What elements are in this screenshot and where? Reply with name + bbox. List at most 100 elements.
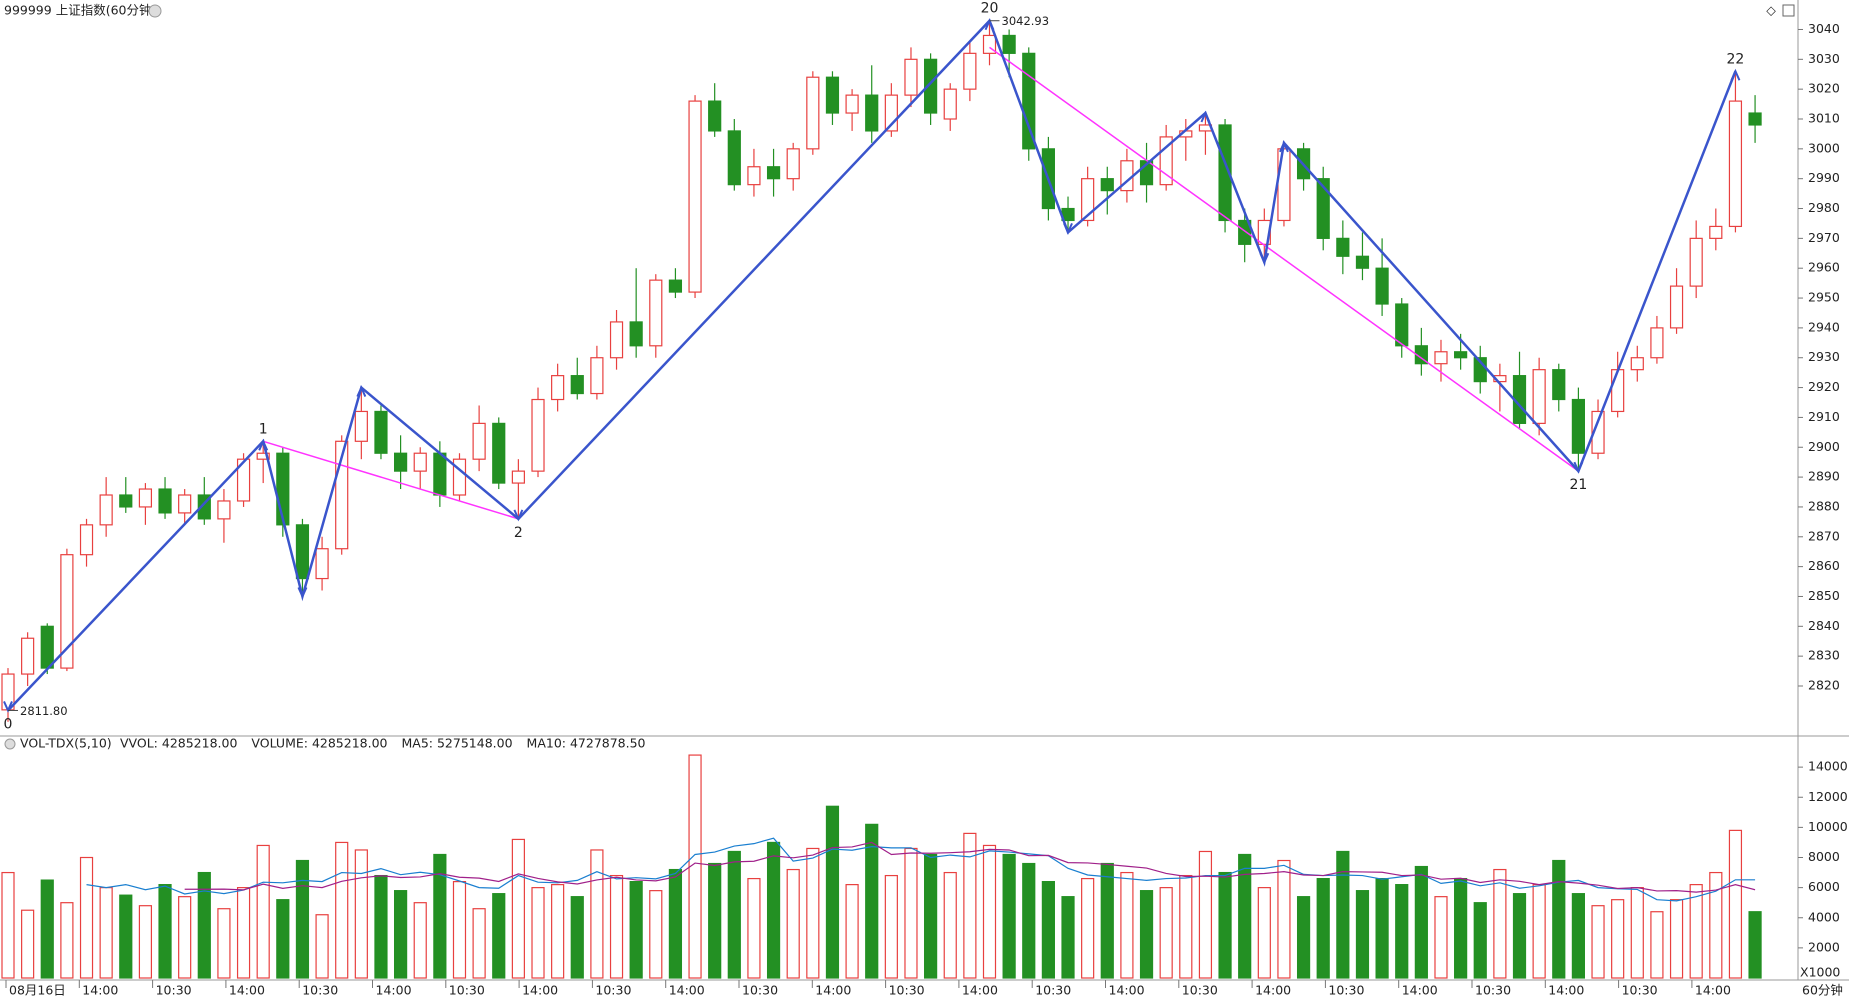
candle-body [1218,124,1232,222]
candle-body [1571,398,1586,454]
volume-bar [413,902,427,979]
diamond-icon[interactable]: ◇ [1766,3,1776,18]
volume-bar [1041,880,1055,979]
candle-body [1748,112,1762,126]
volume-bar [629,880,643,979]
volume-bar [276,899,290,979]
y-tick-label: 6000 [1808,879,1840,894]
y-tick-label: 2980 [1808,200,1840,215]
wave-label: 2 [514,525,523,541]
candle-body [629,321,643,347]
volume-bar [1198,850,1213,979]
volume-bar [1414,865,1428,979]
volume-bar [492,893,506,979]
volume-bar [1611,899,1625,979]
candle-body [1709,225,1723,239]
x-tick-label: 14:00 [962,983,998,998]
volume-bar [1591,905,1605,979]
candle-body [1532,369,1546,424]
candle-body [1375,267,1389,305]
y-tick-label: 2990 [1808,170,1840,185]
volume-bar [531,887,545,979]
y-tick-label: 12000 [1808,789,1848,804]
volume-bar [21,909,35,979]
volume-bar [119,894,133,979]
volume-bar [865,823,879,979]
volume-bar [1002,853,1016,979]
candle-body [295,524,310,580]
candle-body [708,100,722,132]
candle-body [668,279,683,293]
candle-body [1395,303,1409,347]
y-tick-label: 2950 [1808,290,1840,305]
volume-bar [963,832,977,979]
candle-body [590,357,604,395]
volume-bar [1689,884,1703,979]
indicator-icon[interactable] [4,738,16,750]
x-tick-label: 14:00 [522,983,558,998]
wave-label: 21 [1569,477,1587,493]
wave-label: 1 [259,421,268,437]
volume-bar [1277,859,1291,979]
candle-body [158,488,172,514]
candle-body [766,166,781,180]
volume-bar [1061,896,1075,979]
candle-body [649,279,663,347]
y-tick-label: 2910 [1808,409,1840,424]
window-icon[interactable] [1782,4,1795,17]
wave-label: 0 [4,716,13,732]
candle-body [688,100,702,293]
wave-arrow [356,385,367,397]
candle-body [727,130,741,186]
x-tick-label: 10:30 [595,983,631,998]
candle-body [354,410,368,442]
legend-entry: MA5: 5275148.00 [402,736,513,751]
volume-bar [1650,911,1664,979]
volume-bar [335,841,349,979]
volume-bar [295,859,310,979]
volume-bar [1395,884,1409,979]
volume-bar [1748,911,1762,979]
wave-arrow [1573,461,1584,474]
candle-body [747,166,761,186]
candle-body [1414,345,1428,365]
dropdown-icon[interactable] [148,4,162,18]
trend-line [262,440,519,520]
y-tick-label: 2860 [1808,558,1840,573]
y-tick-label: 2960 [1808,260,1840,275]
volume-bar [1081,877,1095,979]
volume-bar [394,890,408,979]
x-tick-label: 10:30 [302,983,338,998]
candle-body [413,452,427,472]
volume-bar [99,887,113,979]
volume-bar [825,805,840,979]
y-tick-label: 3030 [1808,51,1840,66]
candle-body [1552,369,1566,401]
volume-bar [158,884,172,979]
x-tick-label: 10:30 [1622,983,1658,998]
wave-label: 22 [1727,51,1745,67]
y-tick-label: 3040 [1808,21,1840,36]
wave-arrow [513,509,524,522]
candle-body [963,52,977,90]
volume-bar [1159,887,1173,979]
wave-arrow [258,438,269,451]
price-mark-label: 2811.80 [20,704,68,718]
trend-line [989,46,1579,472]
x-tick-label: 10:30 [1182,983,1218,998]
candle-body [217,500,231,520]
volume-bar [1473,902,1487,979]
candle-body [236,458,251,502]
candle-body [1316,178,1330,239]
volume-unit: X1000 [1800,965,1840,980]
volume-bar [1316,877,1330,979]
wave-line [7,18,1737,712]
x-tick-label: 10:30 [156,983,192,998]
y-tick-label: 2920 [1808,379,1840,394]
x-tick-label: 10:30 [1328,983,1364,998]
volume-ma-line [184,841,1756,893]
volume-bar [982,844,997,979]
candle-body [99,494,113,526]
volume-bar [1454,877,1468,979]
candle-body [865,94,879,132]
